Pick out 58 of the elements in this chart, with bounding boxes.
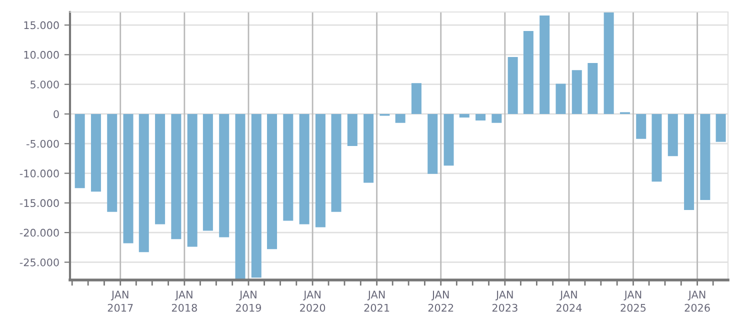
bar (652, 114, 662, 182)
x-tick-label: JAN 2018 (172, 290, 197, 312)
x-tick-label: JAN 2019 (236, 290, 262, 312)
x-tick-label: JAN 2026 (684, 290, 710, 312)
bar (364, 114, 374, 183)
bar (74, 114, 85, 188)
bar (636, 114, 646, 139)
bar (299, 114, 310, 224)
bar (716, 114, 726, 142)
y-tick-label: 15.000 (24, 21, 59, 30)
bar (444, 114, 454, 166)
y-tick-label: -25.000 (20, 258, 59, 266)
x-tick-label: JAN 2021 (364, 290, 390, 312)
bar (523, 30, 534, 114)
bar (187, 114, 198, 247)
bar (476, 114, 486, 121)
bar (202, 114, 213, 231)
bar (588, 62, 598, 114)
x-tick-label: JAN 2024 (556, 290, 582, 312)
bar (347, 114, 358, 146)
y-tick-label: 10.000 (24, 50, 59, 59)
bar (155, 114, 166, 224)
x-tick-label: JAN 2025 (620, 290, 646, 312)
bar (90, 114, 101, 192)
bar (123, 114, 134, 244)
x-tick-label: JAN 2022 (428, 290, 454, 312)
y-tick-label: -15.000 (20, 199, 59, 208)
bar (171, 114, 182, 240)
bar (283, 114, 294, 221)
bar (267, 114, 278, 250)
x-tick-label: JAN 2023 (492, 290, 518, 312)
bar (540, 16, 550, 114)
bar (428, 114, 438, 174)
bar (556, 84, 566, 114)
x-tick-label: JAN 2020 (300, 290, 326, 312)
bar (604, 12, 614, 114)
bar (331, 114, 342, 212)
bar (492, 114, 502, 123)
bar (235, 114, 246, 280)
x-tick-label: JAN 2017 (108, 290, 133, 312)
bar (572, 70, 582, 114)
bar (459, 114, 470, 118)
bar (668, 114, 678, 156)
y-tick-label: 0 (54, 110, 59, 118)
bar (138, 114, 149, 252)
bar (251, 114, 262, 278)
bar (219, 114, 230, 238)
bar (107, 114, 118, 212)
bar (700, 114, 710, 200)
y-tick-label: 5.000 (30, 80, 59, 88)
y-tick-label: -10.000 (20, 170, 59, 178)
bar (684, 114, 694, 210)
bar (508, 57, 518, 114)
bar (395, 114, 406, 123)
y-tick-label: -5.000 (26, 140, 59, 148)
bar (411, 83, 422, 114)
y-tick-label: -20.000 (20, 228, 59, 237)
bar (315, 114, 326, 228)
